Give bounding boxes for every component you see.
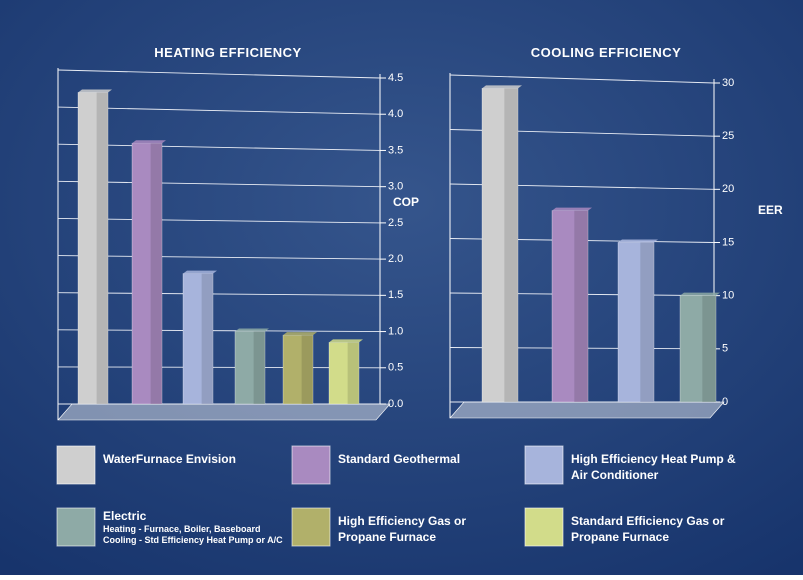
legend-swatch (291, 445, 331, 485)
y-axis-label: EER (758, 203, 783, 217)
bar-top (680, 292, 720, 296)
legend-label: High Efficiency Gas or Propane Furnace (338, 514, 466, 544)
y-tick-label: 2.0 (388, 253, 403, 265)
bar-top (183, 270, 217, 274)
bar (551, 210, 589, 403)
y-tick-label: 20 (722, 183, 734, 195)
legend-line: Standard Efficiency Gas or (571, 514, 725, 528)
y-tick-label: 0 (722, 396, 728, 408)
bar-side (96, 92, 108, 404)
legend-label: Electric (103, 509, 147, 523)
y-tick-label: 4.0 (388, 108, 403, 120)
grid-line (449, 74, 715, 84)
grid-line (57, 255, 381, 260)
floor (57, 403, 391, 421)
y-tick-label: 2.5 (388, 217, 403, 229)
grid-line (57, 180, 381, 188)
legend-label: Standard Efficiency Gas or Propane Furnac… (571, 514, 725, 544)
legend-line: High Efficiency Gas or (338, 514, 466, 528)
y-tick-label: 3.5 (388, 144, 403, 156)
grid-line (57, 143, 381, 151)
bar-side (347, 342, 359, 404)
bar-top (235, 328, 269, 332)
y-tick-label: 5 (722, 343, 728, 355)
bar (617, 242, 655, 403)
grid-line (57, 366, 381, 369)
legend-swatch (291, 507, 331, 547)
bar-side (253, 331, 265, 404)
legend-swatch (56, 445, 96, 485)
legend-label: WaterFurnace Envision (103, 452, 236, 466)
y-tick-label: 1.0 (388, 325, 403, 337)
grid-line (57, 329, 381, 333)
bar-side (201, 273, 213, 404)
grid-line (57, 69, 381, 79)
bar-top (132, 140, 166, 144)
legend-note: Cooling - Std Efficiency Heat Pump or A/… (103, 535, 283, 545)
legend-swatch (524, 507, 564, 547)
bar (77, 92, 109, 405)
bar (481, 88, 519, 403)
chart-title: COOLING EFFICIENCY (531, 45, 682, 60)
y-tick-label: 3.0 (388, 181, 403, 193)
chart-title: HEATING EFFICIENCY (154, 45, 301, 60)
grid-line (57, 217, 381, 224)
bar (131, 142, 163, 405)
legend-swatch (56, 507, 96, 547)
bar-side (301, 335, 313, 404)
bar (679, 295, 717, 403)
bar (182, 273, 214, 405)
bar-side (640, 242, 654, 402)
legend-note: Heating - Furnace, Boiler, Baseboard (103, 524, 261, 534)
bar (282, 334, 314, 405)
legend-line: High Efficiency Heat Pump & (571, 452, 736, 466)
bar-top (78, 89, 112, 93)
y-tick-label: 15 (722, 236, 734, 248)
legend-swatch (524, 445, 564, 485)
y-tick-label: 1.5 (388, 289, 403, 301)
y-tick-label: 10 (722, 290, 734, 302)
y-tick-label: 25 (722, 130, 734, 142)
bar-top (482, 85, 522, 89)
y-tick-label: 4.5 (388, 72, 403, 84)
y-tick-label: 0.0 (388, 398, 403, 410)
bar-top (283, 332, 317, 336)
y-tick-label: 30 (722, 77, 734, 89)
bar-side (504, 88, 518, 403)
legend-label: Standard Geothermal (338, 452, 460, 466)
legend-line: Propane Furnace (571, 530, 669, 544)
bar-top (618, 239, 658, 243)
grid-line (57, 292, 381, 296)
legend-label: High Efficiency Heat Pump & Air Condition… (571, 452, 736, 482)
y-tick-label: 0.5 (388, 362, 403, 374)
floor (449, 401, 725, 419)
legend-line: Propane Furnace (338, 530, 436, 544)
bar-side (702, 295, 716, 402)
bar-top (552, 207, 592, 211)
grid-line (57, 106, 381, 115)
bar-side (574, 210, 588, 402)
bar-side (150, 143, 162, 404)
bar-top (329, 339, 363, 343)
y-axis-label: COP (393, 195, 419, 209)
legend-line: Air Conditioner (571, 468, 659, 482)
bar (328, 342, 360, 405)
